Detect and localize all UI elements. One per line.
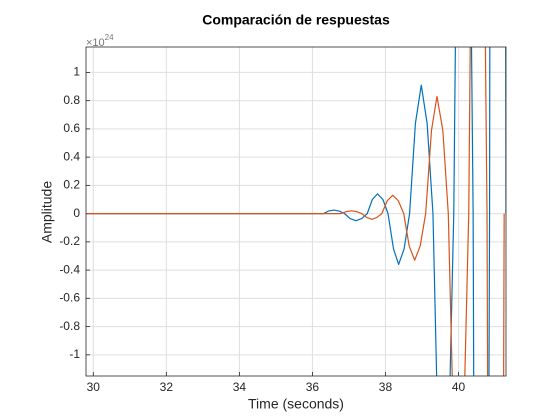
x-tick-label: 40 bbox=[452, 380, 466, 394]
x-tick-label: 34 bbox=[233, 380, 247, 394]
y-tick-label: 1 bbox=[73, 65, 80, 79]
y-tick-label: 0.2 bbox=[63, 178, 80, 192]
y-tick-label: -0.2 bbox=[59, 234, 80, 248]
y-axis-label: Amplitude bbox=[39, 181, 55, 243]
y-exponent: ×1024 bbox=[86, 33, 114, 49]
x-tick-label: 30 bbox=[87, 380, 101, 394]
y-tick-label: 0 bbox=[73, 206, 80, 220]
y-tick-label: -0.8 bbox=[59, 319, 80, 333]
y-tick-label: 0.4 bbox=[63, 149, 80, 163]
plot-lines bbox=[86, 47, 506, 376]
y-exponent-base: ×10 bbox=[86, 37, 105, 49]
x-tick-label: 38 bbox=[379, 380, 393, 394]
y-tick-label: -0.4 bbox=[59, 262, 80, 276]
y-exponent-power: 24 bbox=[105, 33, 114, 42]
x-tick-label: 32 bbox=[160, 380, 174, 394]
line-series bbox=[86, 47, 505, 376]
chart-title: Comparación de respuestas bbox=[202, 12, 390, 28]
line-series bbox=[86, 47, 506, 376]
y-tick-label: 0.6 bbox=[63, 121, 80, 135]
y-tick-label: -0.6 bbox=[59, 291, 80, 305]
axes-box bbox=[85, 46, 507, 377]
x-tick-label: 36 bbox=[306, 380, 320, 394]
x-axis-label: Time (seconds) bbox=[248, 396, 344, 412]
y-tick-label: -1 bbox=[69, 347, 80, 361]
y-tick-label: 0.8 bbox=[63, 93, 80, 107]
